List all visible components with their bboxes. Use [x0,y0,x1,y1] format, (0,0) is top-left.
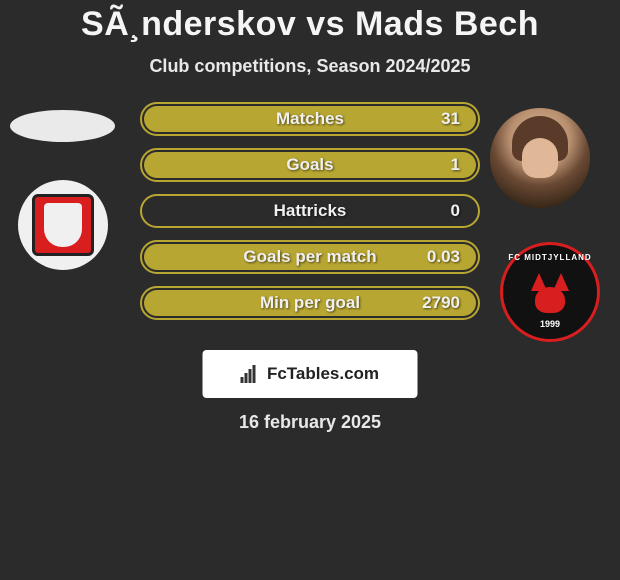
stat-label: Goals [286,155,333,175]
stat-label: Goals per match [243,247,376,267]
chart-icon [241,365,261,383]
club-badge-left-inner [32,194,94,256]
stat-row: Hattricks 0 [140,194,480,228]
stats-area: Matches 31 Goals 1 Hattricks 0 Goals per match… [140,102,480,332]
subtitle: Club competitions, Season 2024/2025 [0,56,620,77]
wolf-face [535,287,565,313]
wolf-icon [525,273,575,315]
page-title: SÃ¸nderskov vs Mads Bech [0,5,620,44]
stat-value-right: 0.03 [427,247,460,267]
club-badge-right-name: FC MIDTJYLLAND [508,253,591,262]
stat-row: Goals per match 0.03 [140,240,480,274]
stat-label: Min per goal [260,293,360,313]
stat-label: Matches [276,109,344,129]
watermark-text: FcTables.com [267,364,379,384]
comparison-card: SÃ¸nderskov vs Mads Bech Club competitio… [0,0,620,362]
stat-value-right: 2790 [422,293,460,313]
club-badge-left-shield [44,203,82,247]
player-avatar-right [490,108,590,208]
stat-label: Hattricks [274,201,347,221]
watermark: FcTables.com [203,350,418,398]
club-badge-right-year: 1999 [540,319,560,329]
club-badge-left [18,180,108,270]
date-text: 16 february 2025 [239,412,381,433]
content-area: Matches 31 Goals 1 Hattricks 0 Goals per match… [0,102,620,362]
player-avatar-left [10,110,115,142]
stat-value-right: 31 [441,109,460,129]
stat-value-right: 0 [451,201,460,221]
stat-value-right: 1 [451,155,460,175]
stat-row: Goals 1 [140,148,480,182]
stat-row: Matches 31 [140,102,480,136]
stat-row: Min per goal 2790 [140,286,480,320]
club-badge-right: FC MIDTJYLLAND 1999 [500,242,600,342]
